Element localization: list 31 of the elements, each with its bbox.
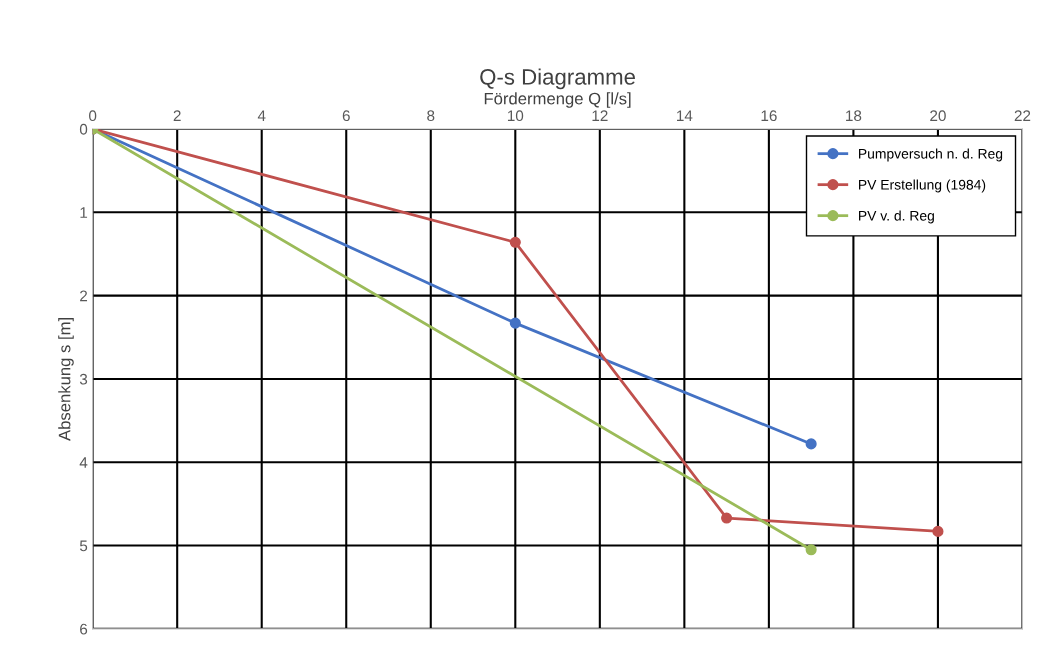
x-tick-label: 22 [1014, 110, 1031, 121]
x-tick-label: 2 [173, 110, 181, 121]
y-tick-label: 3 [79, 373, 88, 385]
x-tick-label: 6 [342, 110, 350, 122]
legend-label: PV Erstellung (1984) [859, 179, 986, 193]
legend-label: Pumpversuch n. d. Reg [859, 148, 1003, 162]
x-tick-label: 20 [930, 110, 946, 122]
point [721, 512, 733, 524]
y-tick-label: 6 [80, 623, 88, 635]
x-tick-label: 18 [846, 110, 862, 122]
point [932, 525, 944, 537]
y-tick-label: 4 [79, 457, 88, 468]
x-tick-label: 0 [89, 110, 97, 122]
x-tick-label: 12 [592, 110, 608, 121]
point [805, 438, 817, 450]
x-tick-label: 8 [427, 110, 435, 122]
y-tick-label: 0 [79, 123, 88, 135]
y-axis-title: Absenkung s [m] [58, 318, 74, 441]
x-axis-title: Fördermenge Q [l/s] [484, 92, 631, 108]
x-tick-label: 14 [677, 110, 693, 121]
point [509, 236, 521, 248]
y-tick-label: 1 [80, 207, 88, 218]
chart-title: Q-s Diagramme [480, 68, 635, 90]
y-tick-label: 5 [79, 540, 88, 552]
point [509, 317, 521, 329]
point [805, 544, 817, 556]
x-tick-label: 10 [507, 110, 524, 122]
legend-label: PV v. d. Reg [859, 210, 934, 224]
y-tick-label: 2 [80, 290, 88, 302]
x-tick-label: 4 [257, 110, 266, 121]
x-tick-label: 16 [761, 110, 777, 122]
